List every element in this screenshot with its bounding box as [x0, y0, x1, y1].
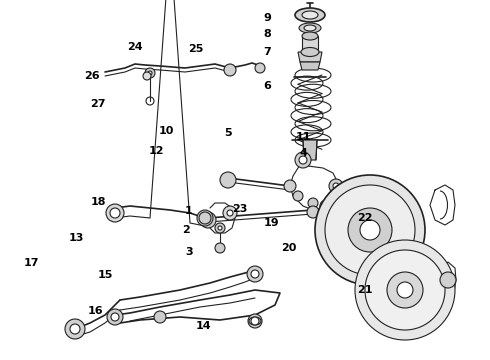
Text: 4: 4: [300, 148, 308, 158]
Text: 27: 27: [90, 99, 106, 109]
Polygon shape: [302, 36, 318, 52]
Text: 15: 15: [98, 270, 113, 280]
Circle shape: [145, 68, 155, 78]
Circle shape: [323, 203, 329, 209]
Circle shape: [387, 272, 423, 308]
Circle shape: [215, 243, 225, 253]
Circle shape: [215, 223, 225, 233]
Circle shape: [284, 180, 296, 192]
Circle shape: [223, 206, 237, 220]
Circle shape: [307, 206, 319, 218]
Circle shape: [325, 185, 415, 275]
Text: 14: 14: [196, 321, 211, 331]
Text: 8: 8: [263, 29, 271, 39]
Ellipse shape: [301, 48, 319, 57]
Text: 13: 13: [68, 233, 84, 243]
Polygon shape: [300, 62, 320, 70]
Text: 18: 18: [90, 197, 106, 207]
Circle shape: [320, 200, 332, 212]
Text: 1: 1: [185, 206, 193, 216]
Ellipse shape: [295, 8, 325, 22]
Ellipse shape: [304, 25, 316, 31]
Circle shape: [154, 311, 166, 323]
Circle shape: [440, 272, 456, 288]
Circle shape: [70, 324, 80, 334]
Circle shape: [295, 152, 311, 168]
Circle shape: [106, 204, 124, 222]
Text: 20: 20: [281, 243, 297, 253]
Ellipse shape: [299, 23, 321, 33]
Circle shape: [248, 314, 262, 328]
Text: 3: 3: [185, 247, 193, 257]
Ellipse shape: [302, 32, 318, 40]
Polygon shape: [303, 140, 317, 160]
Circle shape: [107, 309, 123, 325]
Circle shape: [201, 214, 209, 222]
Circle shape: [251, 270, 259, 278]
Circle shape: [111, 313, 119, 321]
Text: 6: 6: [263, 81, 271, 91]
Text: 12: 12: [149, 146, 165, 156]
Circle shape: [397, 282, 413, 298]
Circle shape: [148, 71, 152, 75]
Text: 11: 11: [296, 132, 312, 142]
Text: 9: 9: [263, 13, 271, 23]
Circle shape: [220, 172, 236, 188]
Circle shape: [329, 179, 343, 193]
Circle shape: [308, 198, 318, 208]
Circle shape: [333, 183, 339, 189]
Circle shape: [251, 317, 259, 325]
Circle shape: [315, 175, 425, 285]
Circle shape: [199, 212, 211, 224]
Text: 24: 24: [127, 42, 143, 52]
Text: 22: 22: [357, 213, 373, 223]
Circle shape: [197, 210, 213, 226]
Circle shape: [299, 156, 307, 164]
Circle shape: [224, 64, 236, 76]
Text: 16: 16: [88, 306, 103, 316]
Text: 2: 2: [182, 225, 190, 235]
Text: 5: 5: [224, 128, 232, 138]
Polygon shape: [298, 52, 322, 62]
Circle shape: [247, 266, 263, 282]
Text: 25: 25: [188, 44, 204, 54]
Text: 26: 26: [84, 71, 100, 81]
Circle shape: [360, 220, 380, 240]
Text: 19: 19: [264, 218, 280, 228]
Circle shape: [365, 250, 445, 330]
Text: 23: 23: [232, 204, 248, 214]
Circle shape: [65, 319, 85, 339]
Text: 10: 10: [159, 126, 174, 136]
Circle shape: [200, 212, 216, 228]
Circle shape: [355, 240, 455, 340]
Text: 21: 21: [357, 285, 373, 295]
Circle shape: [348, 208, 392, 252]
Circle shape: [110, 208, 120, 218]
Circle shape: [255, 63, 265, 73]
Ellipse shape: [302, 11, 318, 19]
Text: 7: 7: [263, 47, 271, 57]
Circle shape: [143, 72, 151, 80]
Circle shape: [218, 226, 222, 230]
Circle shape: [227, 210, 233, 216]
Ellipse shape: [249, 317, 261, 325]
Circle shape: [293, 191, 303, 201]
Text: 17: 17: [24, 258, 40, 268]
